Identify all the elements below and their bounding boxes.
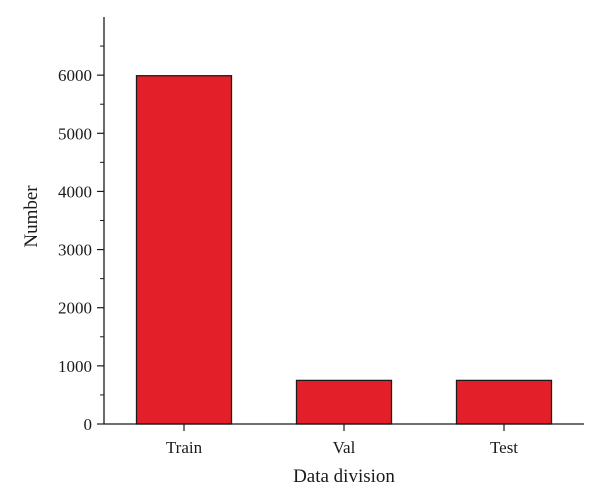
- x-ticks-group: Train Val Test: [166, 424, 518, 457]
- y-tick-label: 6000: [58, 66, 92, 85]
- y-ticks-group: 0 1000 2000 3000 4000 5000 6000: [58, 45, 104, 434]
- x-tick-label: Test: [490, 438, 518, 457]
- y-tick-label: 5000: [58, 124, 92, 143]
- bar-test: [455, 379, 553, 425]
- x-tick-label: Train: [166, 438, 203, 457]
- y-tick-label: 3000: [58, 241, 92, 260]
- y-axis-title: Number: [21, 185, 42, 248]
- bar-train: [135, 75, 233, 425]
- x-tick-label: Val: [333, 438, 356, 457]
- y-tick-label: 0: [84, 415, 93, 434]
- y-tick-label: 2000: [58, 299, 92, 318]
- bars-group: [135, 75, 553, 425]
- bar-val: [295, 379, 393, 425]
- y-tick-label: 1000: [58, 357, 92, 376]
- x-axis-title: Data division: [293, 466, 395, 487]
- y-tick-label: 4000: [58, 182, 92, 201]
